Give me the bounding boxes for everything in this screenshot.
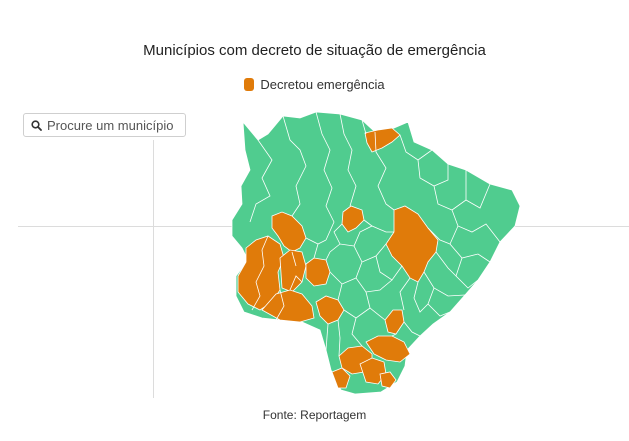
- search-icon: [31, 119, 42, 131]
- municipality-emergency[interactable]: [271, 211, 307, 253]
- legend-label-emergency: Decretou emergência: [260, 77, 385, 92]
- municipality-emergency[interactable]: [315, 295, 345, 325]
- map-title: Municípios com decreto de situação de em…: [143, 42, 486, 59]
- municipality-emergency[interactable]: [279, 249, 307, 293]
- municipal-borders: [249, 111, 501, 357]
- municipality-emergency[interactable]: [364, 127, 401, 153]
- legend-swatch-emergency: [244, 78, 255, 91]
- municipality-emergency[interactable]: [341, 205, 365, 233]
- source-note: Fonte: Reportagem: [262, 408, 367, 422]
- municipality-emergency[interactable]: [331, 367, 351, 389]
- crosshair-vertical: [153, 140, 154, 398]
- municipality-search-box[interactable]: [23, 113, 186, 137]
- municipality-search-input[interactable]: [47, 117, 182, 133]
- municipality-emergency[interactable]: [365, 335, 411, 363]
- legend: Decretou emergência: [0, 77, 629, 92]
- municipality-emergency[interactable]: [379, 371, 397, 389]
- municipality-emergency[interactable]: [305, 257, 331, 287]
